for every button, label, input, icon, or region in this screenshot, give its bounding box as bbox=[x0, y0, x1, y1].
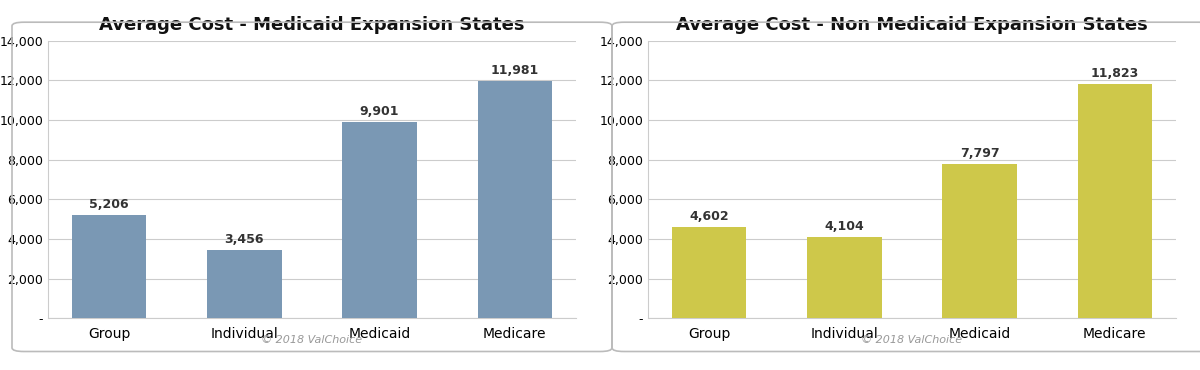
Text: 11,823: 11,823 bbox=[1091, 67, 1139, 80]
Text: 11,981: 11,981 bbox=[491, 64, 539, 77]
Title: Average Cost - Non Medicaid Expansion States: Average Cost - Non Medicaid Expansion St… bbox=[676, 16, 1148, 34]
Text: 3,456: 3,456 bbox=[224, 233, 264, 246]
Bar bbox=[478, 81, 552, 318]
Bar bbox=[942, 164, 1016, 318]
Bar bbox=[342, 122, 416, 318]
Bar bbox=[672, 227, 746, 318]
Text: © 2018 ValChoice: © 2018 ValChoice bbox=[262, 335, 362, 346]
Bar bbox=[208, 250, 282, 318]
Bar bbox=[72, 215, 146, 318]
Text: 4,104: 4,104 bbox=[824, 220, 864, 233]
Text: 7,797: 7,797 bbox=[960, 147, 1000, 160]
Text: 4,602: 4,602 bbox=[689, 210, 728, 223]
Text: 5,206: 5,206 bbox=[89, 198, 128, 211]
Text: 9,901: 9,901 bbox=[360, 105, 400, 118]
Title: Average Cost - Medicaid Expansion States: Average Cost - Medicaid Expansion States bbox=[100, 16, 524, 34]
Text: © 2018 ValChoice: © 2018 ValChoice bbox=[862, 335, 962, 346]
Bar bbox=[1078, 84, 1152, 318]
Bar bbox=[808, 237, 882, 318]
